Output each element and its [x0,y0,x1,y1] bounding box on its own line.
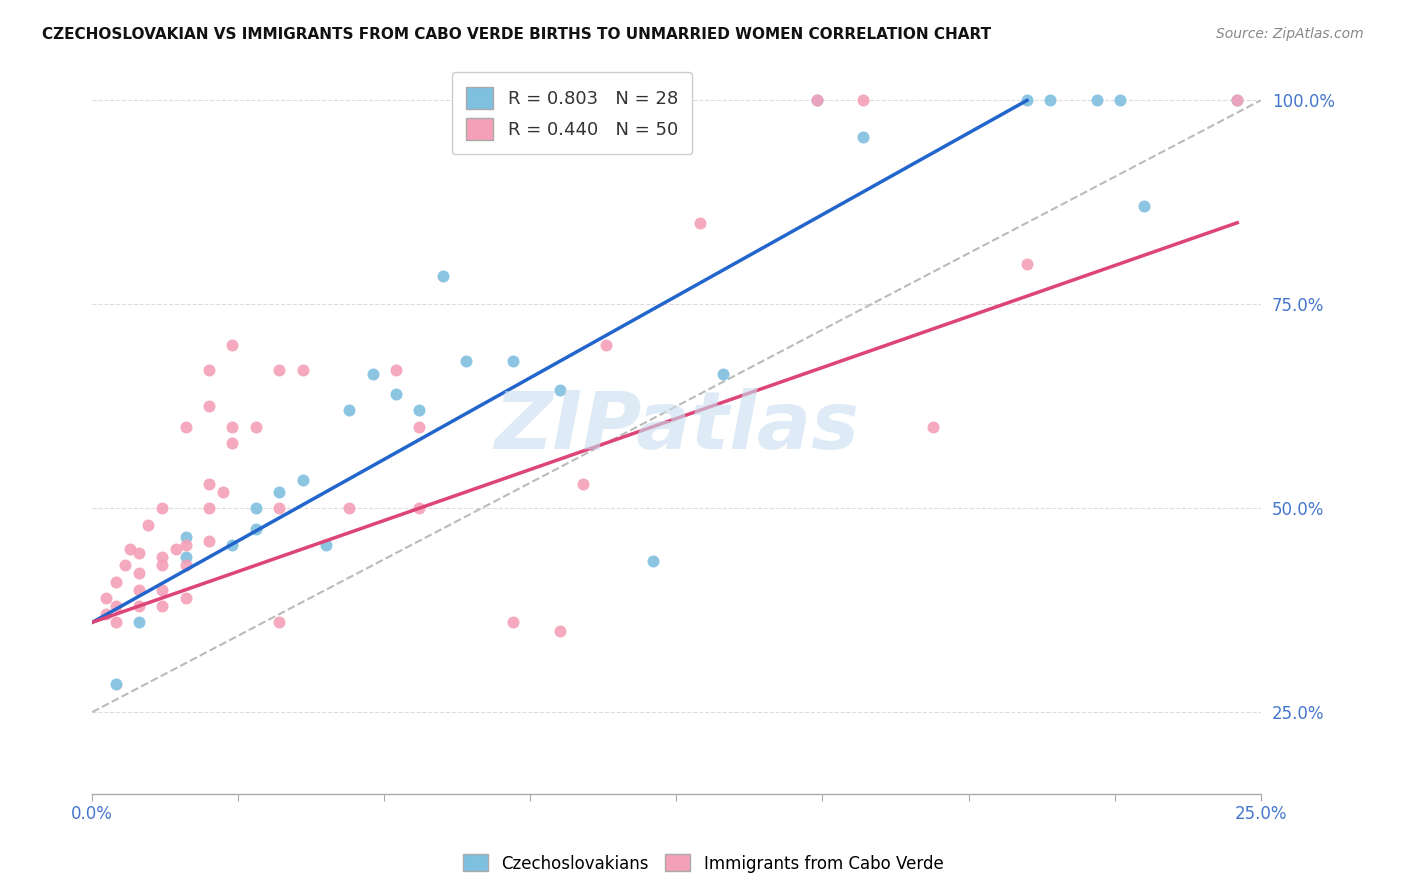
Point [1109,94,1132,108]
Point [128,599,150,613]
Point [595,338,617,352]
Point [198,362,221,376]
Point [114,558,136,573]
Point [136,517,159,532]
Point [1015,94,1038,108]
Text: ZIPatlas: ZIPatlas [494,388,859,466]
Point [198,399,221,413]
Point [337,501,360,516]
Point [1039,94,1062,108]
Point [104,615,127,630]
Point [212,484,235,499]
Point [291,473,314,487]
Point [385,362,408,376]
Point [174,530,197,544]
Point [502,615,524,630]
Point [198,501,221,516]
Point [572,476,595,491]
Point [128,615,150,630]
Point [806,94,828,108]
Point [150,501,173,516]
Point [1015,256,1038,270]
Point [221,538,243,552]
Point [408,403,430,417]
Point [150,550,173,565]
Point [104,676,127,690]
Point [852,130,875,145]
Point [1226,94,1249,108]
Point [1085,94,1108,108]
Point [502,354,524,368]
Point [150,582,173,597]
Point [245,501,267,516]
Point [118,541,141,556]
Point [269,362,291,376]
Point [245,522,267,536]
Legend: Czechoslovakians, Immigrants from Cabo Verde: Czechoslovakians, Immigrants from Cabo V… [456,847,950,880]
Point [922,419,945,434]
Point [291,362,314,376]
Point [245,419,267,434]
Legend: R = 0.803   N = 28, R = 0.440   N = 50: R = 0.803 N = 28, R = 0.440 N = 50 [451,72,692,154]
Point [361,367,384,381]
Point [221,419,243,434]
Text: Source: ZipAtlas.com: Source: ZipAtlas.com [1216,27,1364,41]
Point [165,541,187,556]
Point [454,354,477,368]
Text: CZECHOSLOVAKIAN VS IMMIGRANTS FROM CABO VERDE BIRTHS TO UNMARRIED WOMEN CORRELAT: CZECHOSLOVAKIAN VS IMMIGRANTS FROM CABO … [42,27,991,42]
Point [96,591,118,605]
Point [852,94,875,108]
Point [174,419,197,434]
Point [689,216,711,230]
Point [1133,199,1156,213]
Point [221,338,243,352]
Point [548,624,571,638]
Point [315,538,337,552]
Point [385,387,408,401]
Point [128,546,150,560]
Point [269,484,291,499]
Point [408,501,430,516]
Point [641,554,664,568]
Point [269,615,291,630]
Point [408,419,430,434]
Point [198,533,221,548]
Point [548,383,571,397]
Point [128,582,150,597]
Point [96,607,118,622]
Point [806,94,828,108]
Point [104,599,127,613]
Point [1226,94,1249,108]
Point [174,558,197,573]
Point [198,476,221,491]
Point [174,591,197,605]
Point [150,558,173,573]
Point [221,436,243,450]
Point [337,403,360,417]
Point [174,550,197,565]
Point [711,367,734,381]
Point [432,268,454,283]
Point [269,501,291,516]
Point [150,599,173,613]
Point [174,538,197,552]
Point [128,566,150,581]
Point [104,574,127,589]
